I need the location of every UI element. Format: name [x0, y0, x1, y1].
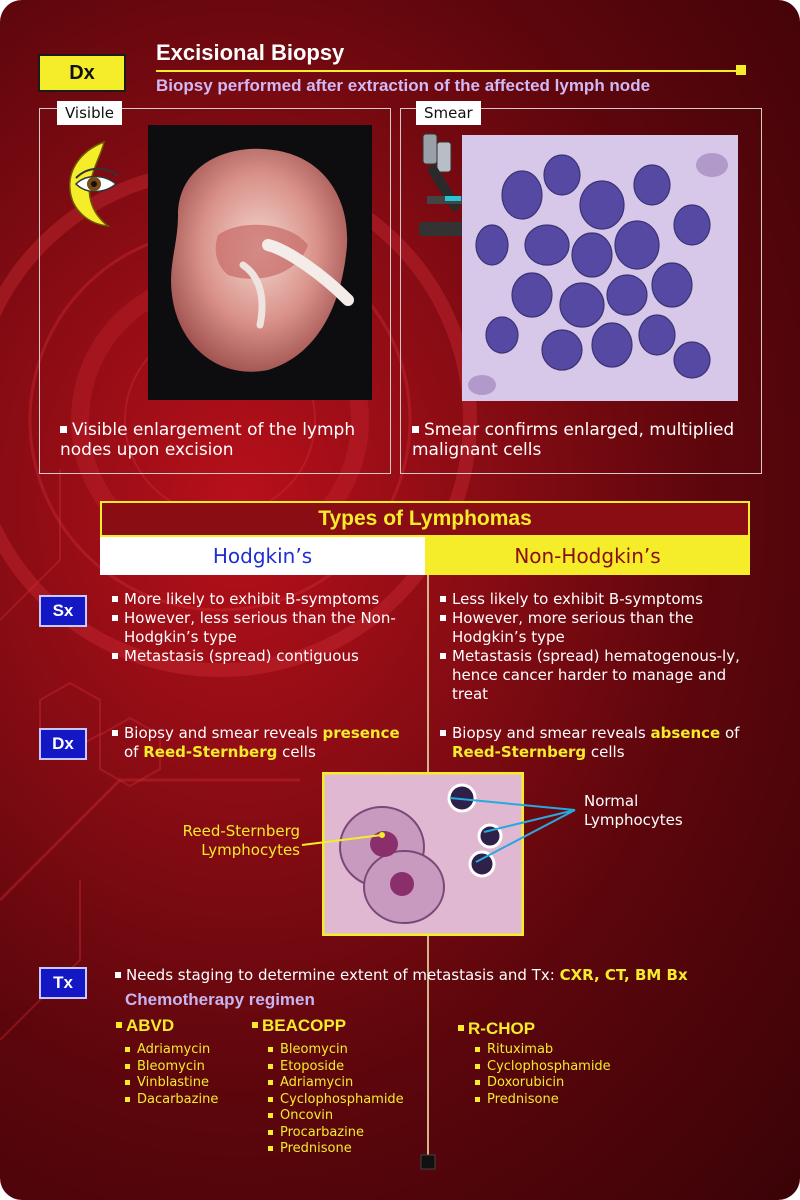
drug-item: Cyclophosphamide	[268, 1092, 404, 1109]
staging-text: Needs staging to determine extent of met…	[115, 966, 755, 984]
drug-item: Vinblastine	[125, 1075, 218, 1092]
drug-item: Dacarbazine	[125, 1092, 218, 1109]
regimen-rchop: R-CHOP	[458, 1019, 535, 1039]
dx-hodgkin-list: Biopsy and smear reveals presence of Ree…	[112, 724, 412, 762]
drug-item: Cyclophosphamide	[475, 1059, 611, 1076]
sx-hodgkin-item: However, less serious than the Non-Hodgk…	[112, 609, 412, 647]
chemo-title: Chemotherapy regimen	[125, 990, 315, 1009]
nonhodgkin-header: Non-Hodgkin’s	[425, 537, 750, 575]
title-rule	[156, 70, 738, 72]
drug-item: Oncovin	[268, 1108, 404, 1125]
visible-caption: Visible enlargement of the lymph nodes u…	[60, 420, 356, 460]
visible-label: Visible	[57, 101, 122, 125]
drug-item: Prednisone	[268, 1141, 404, 1158]
dx-tag: Dx	[38, 54, 126, 92]
smear-panel	[400, 108, 762, 474]
dx-nonhodgkin-list: Biopsy and smear reveals absence of Reed…	[440, 724, 750, 762]
dx-row-tag: Dx	[39, 728, 87, 760]
sx-nonhodgkin-list: Less likely to exhibit B-symptoms Howeve…	[440, 590, 740, 704]
sx-tag: Sx	[39, 595, 87, 627]
visible-panel	[39, 108, 391, 474]
drug-item: Etoposide	[268, 1059, 404, 1076]
normal-callout-label: Normal Lymphocytes	[584, 792, 683, 829]
types-title: Types of Lymphomas	[318, 507, 532, 530]
page-title: Excisional Biopsy	[156, 40, 345, 65]
hodgkin-header: Hodgkin’s	[100, 537, 425, 575]
tx-tag: Tx	[39, 967, 87, 999]
sx-nonhodgkin-item: Less likely to exhibit B-symptoms	[440, 590, 740, 609]
timeline-end-marker	[420, 1154, 436, 1170]
beacopp-drug-list: Bleomycin Etoposide Adriamycin Cyclophos…	[268, 1042, 404, 1158]
types-title-bar: Types of Lymphomas	[100, 501, 750, 537]
sx-hodgkin-item: Metastasis (spread) contiguous	[112, 647, 412, 666]
drug-item: Bleomycin	[125, 1059, 218, 1076]
nonhodgkin-title: Non-Hodgkin’s	[514, 544, 661, 568]
dx-nonhodgkin-item: Biopsy and smear reveals absence of Reed…	[440, 724, 750, 762]
rs-callout-label: Reed-Sternberg Lymphocytes	[182, 822, 300, 859]
drug-item: Prednisone	[475, 1092, 611, 1109]
dx-hodgkin-item: Biopsy and smear reveals presence of Ree…	[112, 724, 412, 762]
sx-nonhodgkin-item: Metastasis (spread) hematogenous-ly, hen…	[440, 647, 740, 704]
drug-item: Adriamycin	[268, 1075, 404, 1092]
regimen-abvd: ABVD	[116, 1016, 174, 1036]
callout-lines	[301, 797, 576, 863]
smear-micrograph	[462, 135, 738, 401]
abvd-drug-list: Adriamycin Bleomycin Vinblastine Dacarba…	[125, 1042, 218, 1108]
smear-caption: Smear confirms enlarged, multiplied mali…	[412, 420, 735, 460]
smear-label: Smear	[416, 101, 481, 125]
drug-item: Adriamycin	[125, 1042, 218, 1059]
excised-node-image	[148, 125, 372, 400]
page-subtitle: Biopsy performed after extraction of the…	[156, 76, 651, 95]
sx-hodgkin-item: More likely to exhibit B-symptoms	[112, 590, 412, 609]
drug-item: Bleomycin	[268, 1042, 404, 1059]
sx-hodgkin-list: More likely to exhibit B-symptoms Howeve…	[112, 590, 412, 666]
sx-nonhodgkin-item: However, more serious than the Hodgkin’s…	[440, 609, 740, 647]
rchop-drug-list: Rituximab Cyclophosphamide Doxorubicin P…	[475, 1042, 611, 1108]
title-rule-end	[736, 65, 746, 75]
drug-item: Doxorubicin	[475, 1075, 611, 1092]
hodgkin-title: Hodgkin’s	[212, 544, 313, 568]
eye-icon	[69, 140, 119, 228]
drug-item: Rituximab	[475, 1042, 611, 1059]
drug-item: Procarbazine	[268, 1125, 404, 1142]
regimen-beacopp: BEACOPP	[252, 1016, 346, 1036]
